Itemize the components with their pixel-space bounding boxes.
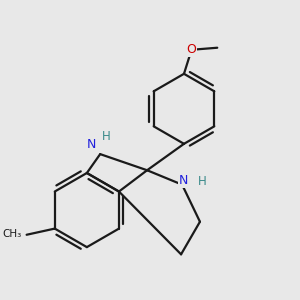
Text: H: H <box>198 175 206 188</box>
Text: N: N <box>87 138 96 151</box>
Text: O: O <box>187 43 196 56</box>
Text: N: N <box>179 174 188 187</box>
Text: H: H <box>102 130 111 143</box>
Text: CH₃: CH₃ <box>3 229 22 239</box>
